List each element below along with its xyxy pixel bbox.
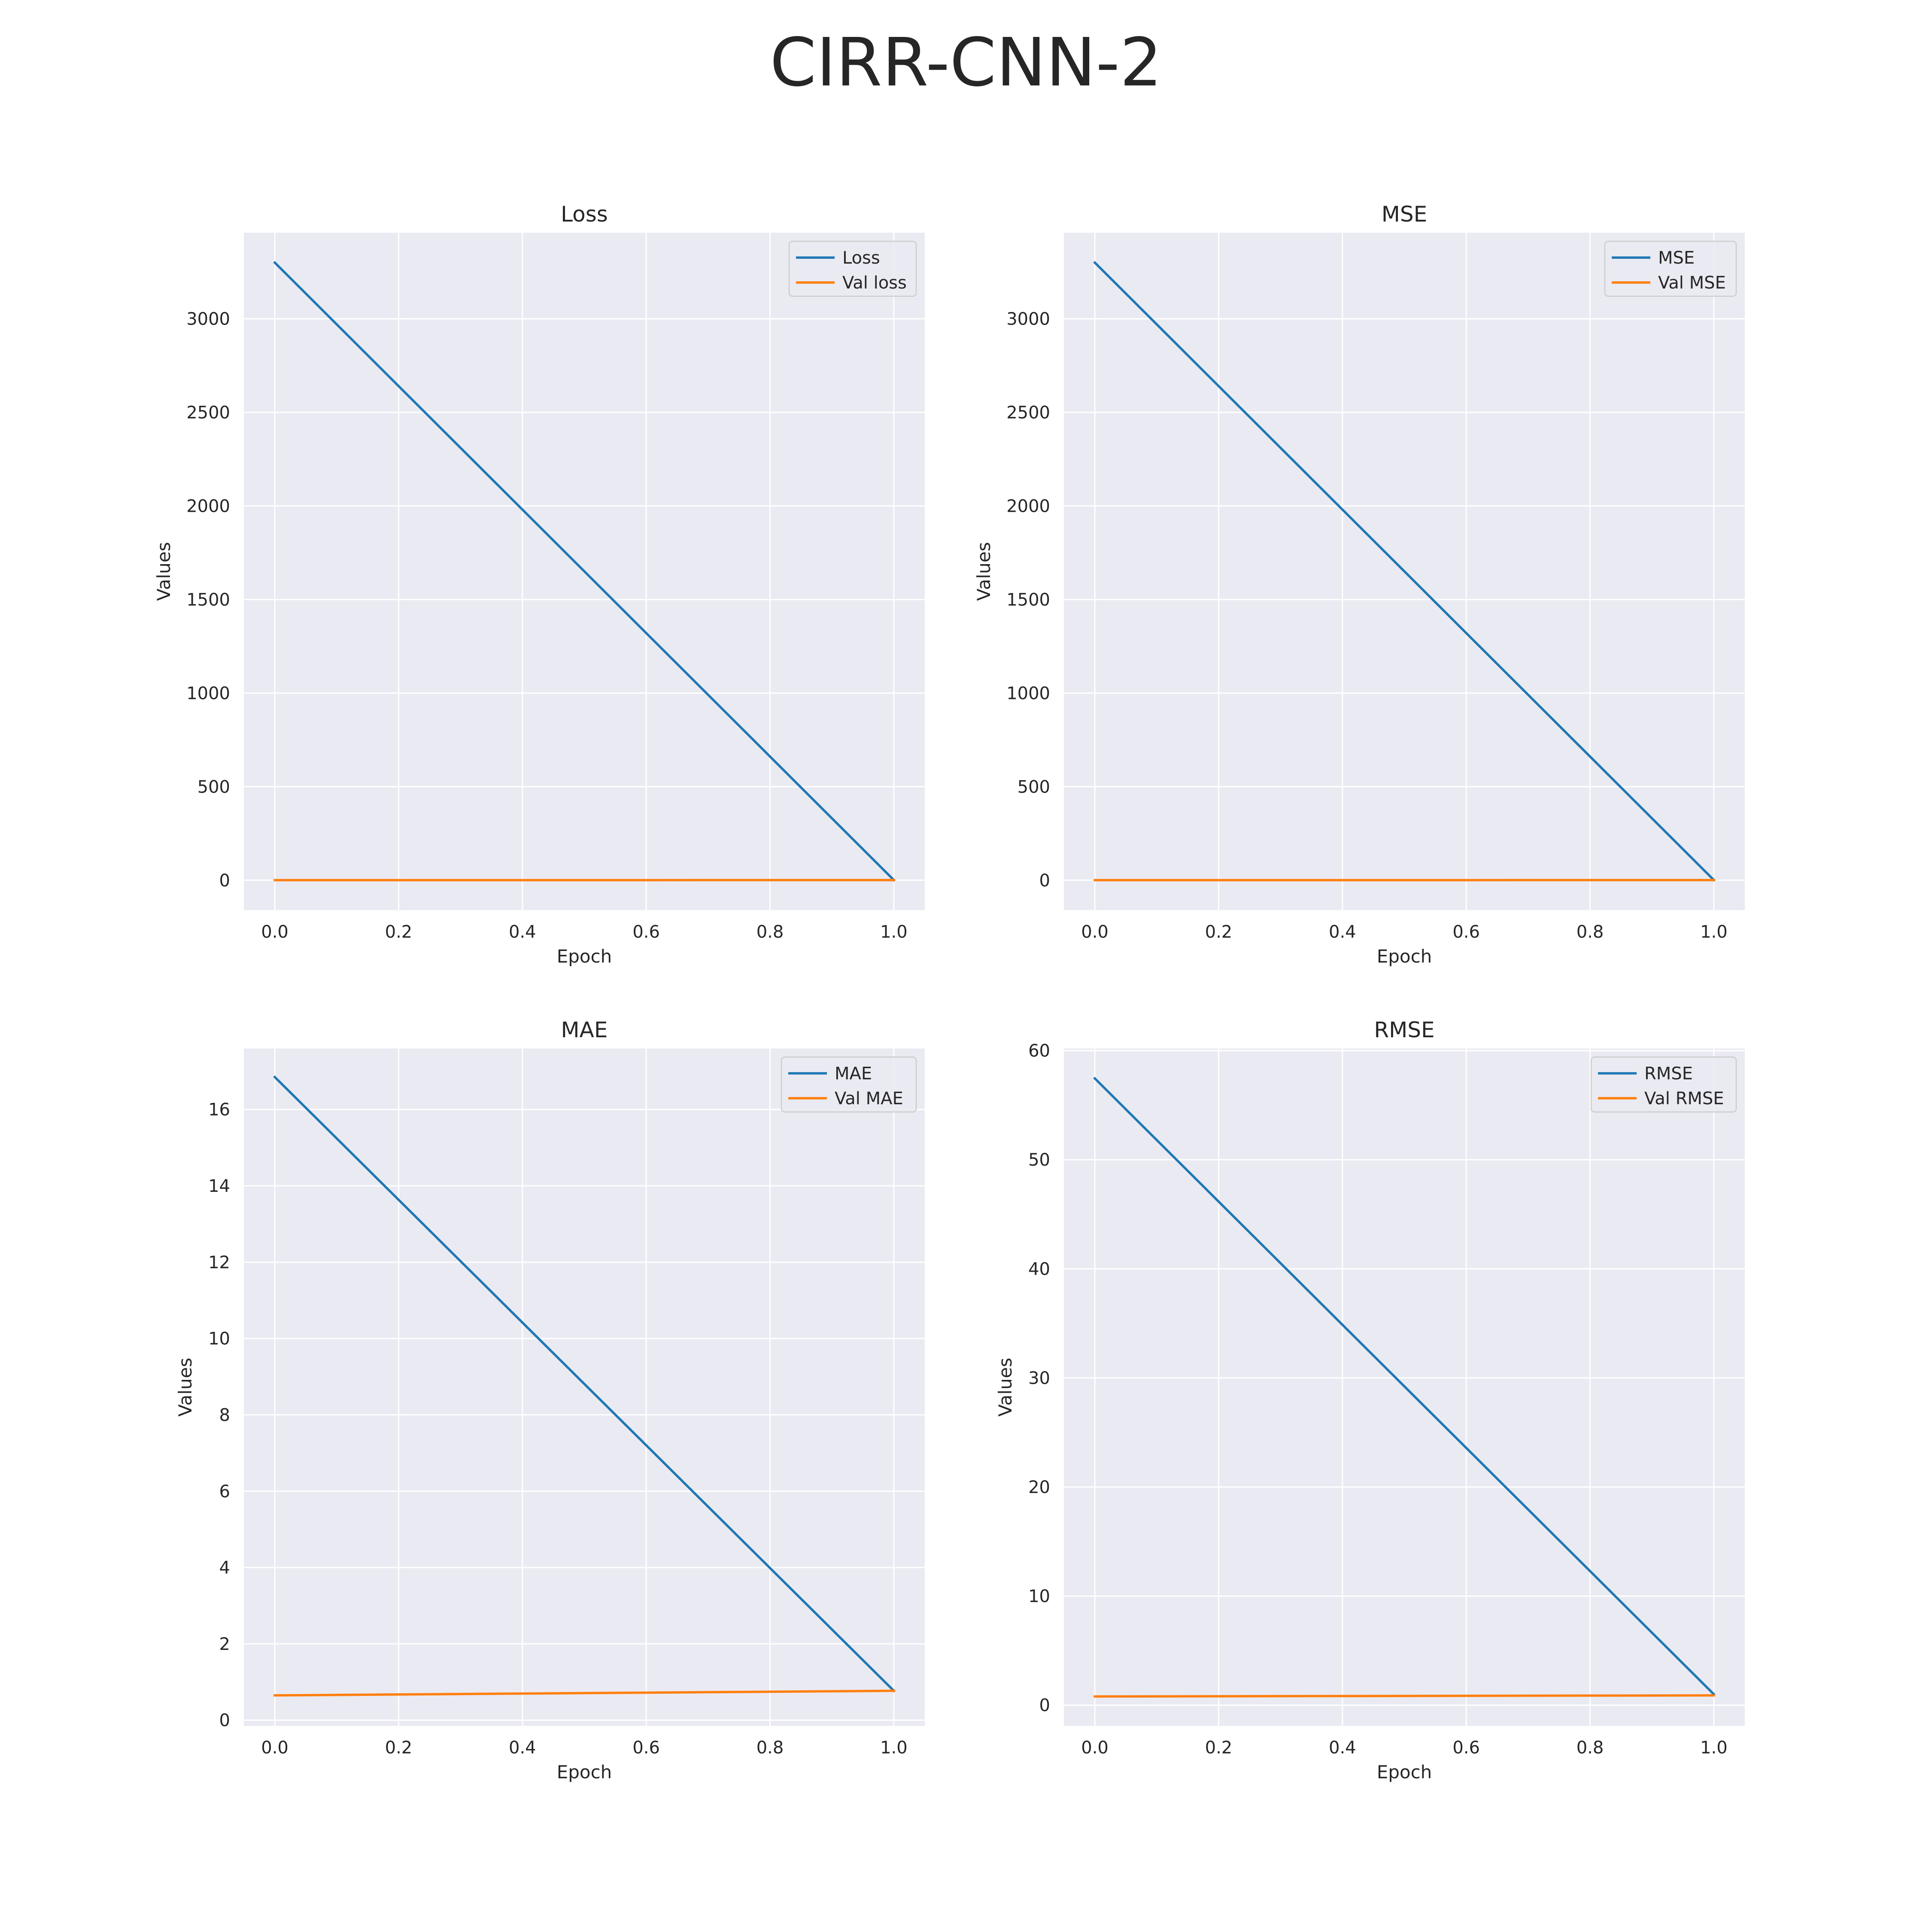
x-tick-label: 0.6 — [1452, 922, 1480, 942]
legend-label: Val MSE — [1658, 273, 1726, 293]
y-tick-label: 12 — [208, 1253, 230, 1273]
x-tick-label: 0.6 — [1452, 1738, 1480, 1758]
y-tick-label: 0 — [219, 1711, 230, 1731]
x-axis-label: Epoch — [1377, 1762, 1432, 1783]
y-tick-label: 30 — [1028, 1368, 1050, 1388]
series-line-val-rmse — [1094, 1694, 1715, 1698]
y-tick-label: 1000 — [1006, 683, 1050, 703]
series-line-mae — [273, 1075, 896, 1693]
x-tick-label: 0.2 — [385, 922, 413, 942]
y-tick-label: 2000 — [186, 496, 230, 516]
y-tick-label: 16 — [208, 1100, 230, 1120]
subplot-title: MSE — [1382, 202, 1427, 227]
subplot-rmse: 0.0 0.2 0.4 0.6 0.8 1.0 0 10 20 30 40 50 60 RMSE Epoch… — [995, 1018, 1745, 1783]
y-tick-label: 0 — [1039, 871, 1050, 890]
x-axis-label: Epoch — [557, 1762, 612, 1783]
series-line-val-mae — [273, 1689, 895, 1697]
x-tick-label: 0.0 — [1081, 922, 1109, 942]
legend-label: MAE — [835, 1064, 872, 1084]
legend: MSE Val MSE — [1604, 240, 1737, 297]
series-line-mse — [1093, 261, 1716, 882]
y-tick-label: 500 — [197, 777, 230, 797]
y-axis-label: Values — [153, 542, 174, 601]
subplot-loss: 0.0 0.2 0.4 0.6 0.8 1.0 0 500 1000 1500 2000 2500 30… — [153, 202, 925, 967]
legend: Loss Val loss — [788, 240, 917, 297]
x-tick-label: 1.0 — [1700, 922, 1728, 942]
y-tick-label: 20 — [1028, 1478, 1050, 1498]
y-tick-label: 4 — [219, 1558, 230, 1578]
x-axis-label: Epoch — [1377, 946, 1432, 967]
y-tick-label: 6 — [219, 1482, 230, 1501]
y-tick-label: 2500 — [186, 403, 230, 422]
subplot-title: RMSE — [1374, 1018, 1434, 1042]
x-tick-label: 0.0 — [1081, 1738, 1109, 1758]
x-tick-label: 0.2 — [385, 1738, 413, 1758]
y-tick-label: 2500 — [1006, 403, 1050, 422]
y-axis-label: Values — [995, 1358, 1016, 1416]
x-tick-label: 0.8 — [1577, 922, 1604, 942]
legend-label: Loss — [842, 248, 880, 268]
y-tick-label: 1500 — [186, 590, 230, 610]
y-tick-label: 2 — [219, 1634, 230, 1654]
x-tick-label: 0.4 — [1329, 922, 1356, 942]
legend-label: Val RMSE — [1644, 1089, 1724, 1109]
y-tick-label: 8 — [219, 1405, 230, 1425]
x-tick-label: 1.0 — [880, 922, 908, 942]
x-tick-label: 0.8 — [756, 922, 784, 942]
legend-label: RMSE — [1644, 1064, 1693, 1084]
x-tick-label: 0.0 — [261, 1738, 289, 1758]
y-tick-label: 60 — [1028, 1041, 1050, 1061]
subplot-title: Loss — [561, 202, 608, 227]
x-tick-label: 1.0 — [880, 1738, 908, 1758]
x-tick-label: 0.6 — [632, 922, 660, 942]
y-tick-label: 10 — [1028, 1587, 1050, 1607]
legend-label: MSE — [1658, 248, 1695, 268]
y-tick-label: 50 — [1028, 1150, 1050, 1170]
y-tick-label: 1000 — [186, 683, 230, 703]
y-tick-label: 0 — [1039, 1696, 1050, 1716]
x-tick-label: 0.4 — [1329, 1738, 1356, 1758]
y-tick-label: 500 — [1018, 777, 1050, 797]
y-tick-label: 1500 — [1006, 590, 1050, 610]
series-line-loss — [273, 261, 896, 882]
y-tick-label: 14 — [208, 1176, 230, 1196]
subplot-title: MAE — [561, 1018, 608, 1042]
y-axis-label: Values — [973, 542, 994, 601]
legend-label: Val MAE — [835, 1089, 903, 1109]
x-tick-label: 0.2 — [1205, 922, 1233, 942]
x-tick-label: 0.8 — [1577, 1738, 1604, 1758]
legend: RMSE Val RMSE — [1590, 1056, 1737, 1113]
x-tick-label: 0.4 — [509, 1738, 536, 1758]
x-tick-label: 0.2 — [1205, 1738, 1233, 1758]
y-tick-label: 40 — [1028, 1259, 1050, 1279]
x-axis-label: Epoch — [557, 946, 612, 967]
y-axis-label: Values — [175, 1358, 196, 1416]
y-tick-label: 0 — [219, 871, 230, 890]
legend: MAE Val MAE — [781, 1056, 917, 1113]
x-tick-label: 0.0 — [261, 922, 289, 942]
figure-title: CIRR-CNN-2 — [770, 24, 1162, 101]
x-tick-label: 0.4 — [509, 922, 536, 942]
x-tick-label: 1.0 — [1700, 1738, 1728, 1758]
legend-label: Val loss — [842, 273, 907, 293]
y-tick-label: 2000 — [1006, 496, 1050, 516]
x-tick-label: 0.6 — [632, 1738, 660, 1758]
subplot-mae: 0.0 0.2 0.4 0.6 0.8 1.0 0 2 4 6 8 10 12 14 16 MAE Epoch V… — [175, 1018, 925, 1783]
plot-area — [244, 1048, 925, 1726]
y-tick-label: 3000 — [186, 310, 230, 329]
x-tick-label: 0.8 — [756, 1738, 784, 1758]
subplot-mse: 0.0 0.2 0.4 0.6 0.8 1.0 0 500 1000 1500 2000 2500 30… — [973, 202, 1745, 967]
y-tick-label: 3000 — [1006, 310, 1050, 329]
series-line-rmse — [1093, 1077, 1716, 1696]
y-tick-label: 10 — [208, 1329, 230, 1349]
